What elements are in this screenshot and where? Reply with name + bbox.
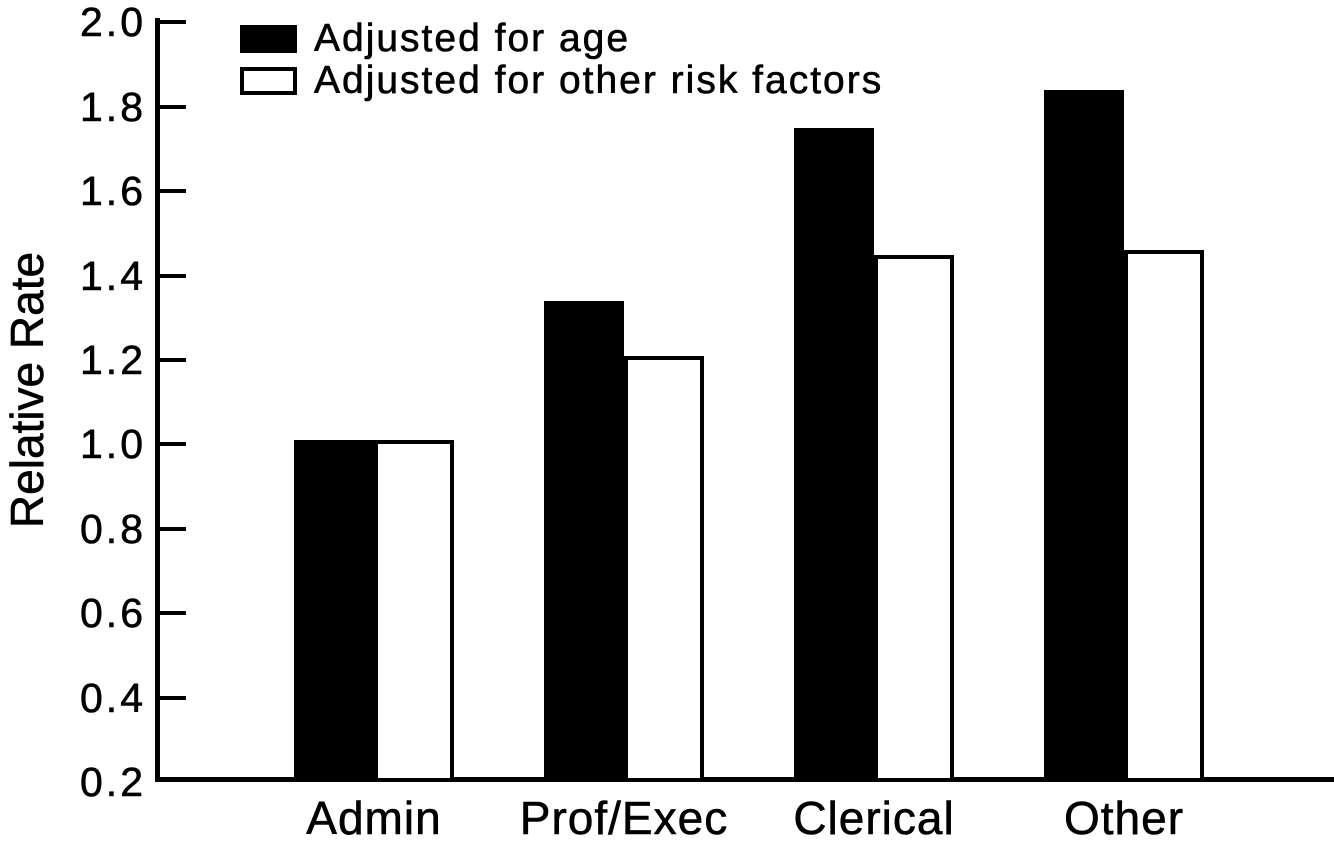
y-tick-label-0.4: 0.4 [80,674,146,721]
y-tick-label-1.8: 1.8 [80,83,146,130]
y-tick-mark-1.0 [160,442,186,447]
bar-prof-exec-age-adjusted [544,300,624,782]
y-tick-mark-0.8 [160,526,186,531]
y-tick-label-1.2: 1.2 [80,337,146,384]
legend-swatch-black-icon [240,25,297,53]
y-tick-label-0.2: 0.2 [80,759,146,806]
y-tick-label-1.4: 1.4 [80,252,146,299]
y-tick-label-1.0: 1.0 [80,421,146,468]
bar-clerical-risk-adjusted [874,254,954,782]
legend-label-adjusted-for-age: Adjusted for age [314,17,631,60]
y-tick-label-0.6: 0.6 [80,590,146,637]
legend: Adjusted for age Adjusted for other risk… [240,17,884,109]
bar-clerical-age-adjusted [794,127,874,782]
legend-label-adjusted-for-other-risk-factors: Adjusted for other risk factors [314,59,884,102]
y-tick-label-0.8: 0.8 [80,505,146,552]
x-axis-label-prof-exec: Prof/Exec [519,792,729,845]
x-axis-line [155,777,1334,782]
x-axis-label-admin: Admin [306,792,442,845]
bar-other-age-adjusted [1044,89,1124,782]
y-tick-mark-1.6 [160,189,186,194]
bar-admin-risk-adjusted [374,440,454,782]
legend-swatch-white-icon [240,67,297,95]
bar-other-risk-adjusted [1124,250,1204,782]
y-axis-line [155,18,160,782]
x-axis-label-other: Other [1063,792,1185,845]
bar-admin-age-adjusted [294,440,374,782]
y-tick-label-2.0: 2.0 [80,0,146,46]
x-axis-label-clerical: Clerical [793,792,955,845]
y-tick-mark-0.4 [160,695,186,700]
y-tick-mark-1.2 [160,358,186,362]
legend-item-adjusted-for-age: Adjusted for age [240,17,883,60]
y-tick-mark-2.0 [160,20,186,25]
legend-item-adjusted-for-other-risk-factors: Adjusted for other risk factors [240,59,884,102]
bar-prof-exec-risk-adjusted [624,355,704,782]
y-tick-mark-1.4 [160,273,186,278]
y-tick-mark-0.6 [160,611,186,616]
y-tick-mark-1.8 [160,104,186,109]
y-tick-label-1.6: 1.6 [80,168,146,215]
